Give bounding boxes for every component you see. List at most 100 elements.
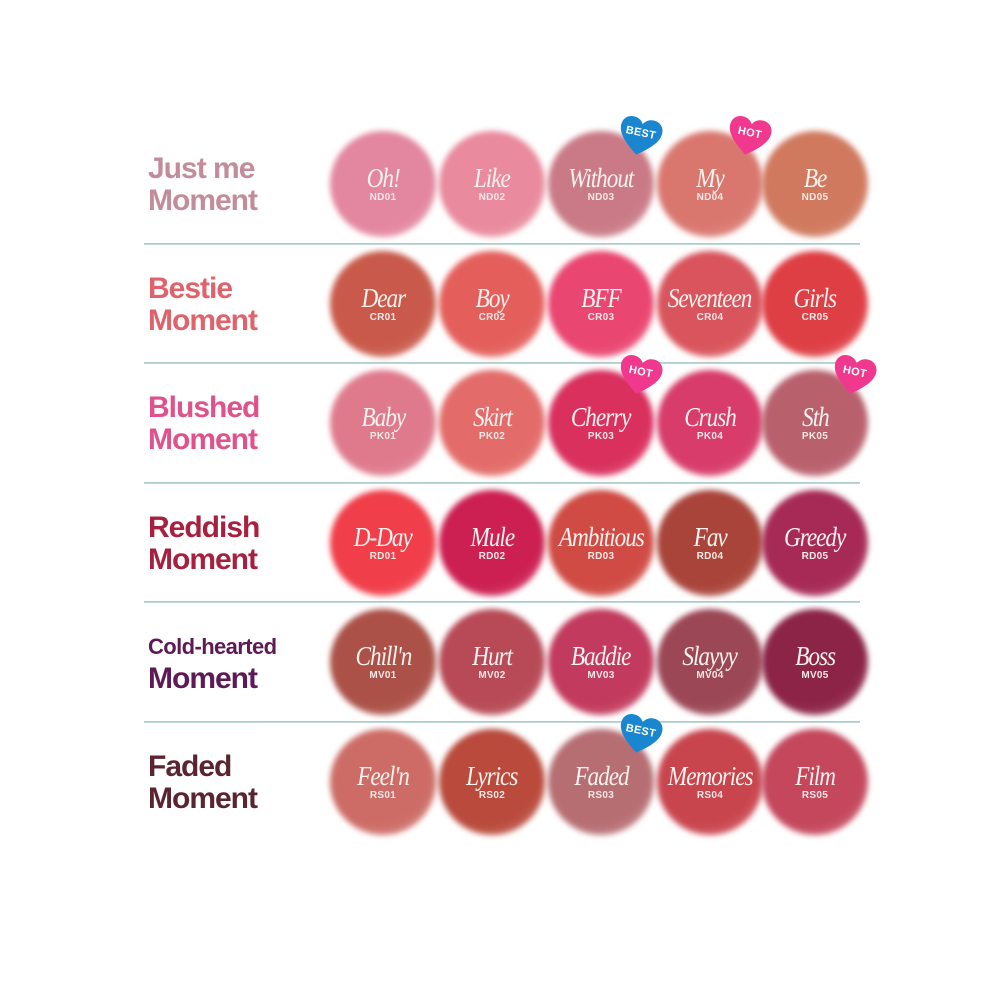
shade-name: Hurt [472,641,513,671]
shade-swatch[interactable]: Hurt MV02 [439,609,545,715]
shade-swatch[interactable]: Be ND05 [762,131,868,237]
shade-swatch[interactable]: Fav RD04 [657,489,763,596]
shade-name: Like [474,163,511,193]
swatch-color-circle [439,131,545,237]
row-divider [144,362,860,364]
swatch-color-circle [657,370,763,476]
category-title-line2: Moment [148,423,258,456]
shade-code: RS05 [801,789,829,801]
shade-name: Baby [361,402,406,432]
swatch-color-circle [330,131,436,237]
shade-swatch[interactable]: Boy CR02 [439,250,545,357]
shade-swatch[interactable]: Crush PK04 [657,370,763,476]
shade-swatch[interactable]: Baddie MV03 [548,609,654,715]
shade-swatch[interactable]: Lyrics RS02 [439,728,545,835]
shade-swatch[interactable]: Oh! ND01 [330,131,436,237]
category-row: Faded Moment Feel'n RS01 Lyrics RS02 Faded RS03… [148,713,868,843]
shade-code: MV04 [696,670,724,681]
shade-code: RD02 [478,550,506,562]
row-divider [144,601,860,603]
shade-name: Dear [361,282,406,313]
shade-swatch[interactable]: Feel'n RS01 [330,728,436,835]
shade-code: PK01 [369,431,397,442]
category-title-line1: Blushed [148,391,260,424]
shade-name: BFF [581,282,621,313]
category-row: Cold-hearted Moment Chill'n MV01 Hurt MV02 Bad… [144,603,868,723]
shade-code: CR03 [587,311,615,323]
best-heart-badge: BEST [614,113,665,161]
swatch-row: Chill'n MV01 Hurt MV02 Baddie MV03 Slayyy MV04 B… [330,609,868,715]
shade-swatch[interactable]: My ND04 HOT [657,116,772,237]
category-title: Blushed Moment [148,392,328,456]
category-title: Cold-hearted Moment [148,631,328,695]
shade-name: Seventeen [668,282,753,313]
shade-swatch[interactable]: BFF CR03 [548,250,654,357]
shade-swatch[interactable]: Without ND03 BEST [548,116,663,237]
hot-heart-badge: HOT [723,113,774,161]
shade-chart: Just me Moment Oh! ND01 Like ND02 Without ND03 B… [144,116,877,843]
shade-name: Sth [801,402,830,432]
hot-heart-badge: HOT [614,352,665,400]
heart-icon [729,116,772,155]
shade-name: Slayyy [682,641,738,671]
shade-swatch[interactable]: Seventeen CR04 [657,250,763,357]
shade-swatch[interactable]: D-Day RD01 [330,489,436,596]
swatch-color-circle [762,728,868,835]
shade-code: RD04 [696,550,724,562]
category-title-line1: Reddish [148,510,260,544]
category-row: Bestie Moment Dear CR01 Boy CR02 BFF CR03 Sevent… [144,245,868,364]
shade-code: CR01 [369,311,397,323]
shade-swatch[interactable]: Mule RD02 [439,489,545,596]
category-title-line1: Cold-hearted [148,634,277,659]
swatch-row: D-Day RD01 Mule RD02 Ambitious RD03 Fav RD04 Gre… [330,489,868,596]
category-title-line2: Moment [148,662,258,695]
swatch-color-circle [657,489,763,596]
shade-name: Film [795,760,836,791]
shade-code: RD05 [801,550,829,562]
shade-code: MV05 [801,670,829,681]
row-divider [144,481,860,484]
swatch-color-circle [439,609,545,715]
shade-swatch[interactable]: Skirt PK02 [439,370,545,476]
swatch-color-circle [439,370,545,476]
shade-code: MV02 [478,670,506,681]
shade-swatch[interactable]: Baby PK01 [330,370,436,476]
shade-code: ND03 [587,192,615,203]
category-title: Just me Moment [148,153,328,217]
shade-code: ND05 [801,192,829,203]
shade-swatch[interactable]: Chill'n MV01 [330,609,436,715]
swatch-color-circle [762,609,868,715]
row-divider [144,242,860,245]
shade-name: Crush [684,402,737,432]
category-title-line1: Faded [148,749,232,783]
shade-code: PK03 [587,431,615,442]
shade-swatch[interactable]: Faded RS03 BEST [548,713,663,835]
swatch-row: Feel'n RS01 Lyrics RS02 Faded RS03 BEST Memorie… [330,713,868,835]
swatch-color-circle [330,489,436,596]
shade-code: RD03 [587,550,615,562]
shade-swatch[interactable]: Film RS05 [762,728,868,835]
shade-code: PK04 [696,431,724,442]
shade-code: PK02 [478,431,506,442]
swatch-color-circle [330,250,436,357]
shade-swatch[interactable]: Girls CR05 [762,250,868,357]
category-title-line2: Moment [148,542,258,576]
shade-swatch[interactable]: Dear CR01 [330,250,436,357]
shade-swatch[interactable]: Like ND02 [439,131,545,237]
shade-swatch[interactable]: Boss MV05 [762,609,868,715]
shade-swatch[interactable]: Memories RS04 [657,728,763,835]
shade-name: Faded [573,760,629,791]
shade-code: RS03 [587,789,615,801]
shade-swatch[interactable]: Slayyy MV04 [657,609,763,715]
shade-name: Mule [470,521,515,552]
swatch-color-circle [330,728,436,835]
shade-name: Fav [693,521,727,552]
shade-swatch[interactable]: Ambitious RD03 [548,489,654,596]
shade-name: Boss [795,641,836,671]
swatch-color-circle [330,609,436,715]
shade-swatch[interactable]: Sth PK05 HOT [762,355,877,476]
swatch-row: Oh! ND01 Like ND02 Without ND03 BEST My ND04 HOT B… [330,116,868,237]
shade-swatch[interactable]: Greedy RD05 [762,489,868,596]
shade-code: RS01 [369,789,397,801]
shade-swatch[interactable]: Cherry PK03 HOT [548,355,663,476]
